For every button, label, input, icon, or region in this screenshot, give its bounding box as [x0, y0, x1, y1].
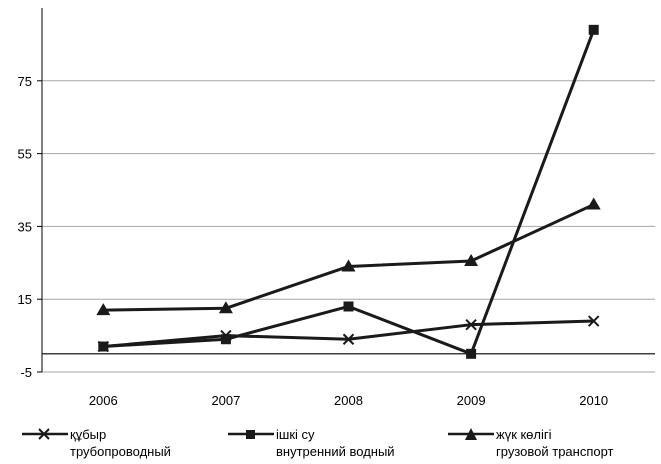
- y-tick-label: 15: [18, 292, 32, 307]
- x-marker-stroke: [587, 315, 600, 327]
- legend-label-line2: трубопроводный: [70, 444, 171, 459]
- axes: [41, 8, 655, 372]
- legend-label-line1: ішкі су: [276, 427, 315, 442]
- series-group: [96, 24, 601, 359]
- legend-label-line1: жүк көлігі: [496, 427, 552, 442]
- series-x: [97, 315, 600, 353]
- y-tick-label: 75: [18, 74, 32, 89]
- triangle-marker-icon: [448, 428, 494, 440]
- square-marker-icon: [228, 430, 274, 439]
- data-point: [342, 333, 355, 345]
- data-point: [220, 334, 231, 345]
- legend-label-line2: грузовой транспорт: [496, 444, 614, 459]
- data-point: [588, 24, 599, 35]
- data-point: [218, 301, 233, 314]
- y-tick-label: 35: [18, 219, 32, 234]
- legend-item-inland-water: ішкі су внутренний водный: [228, 426, 395, 460]
- data-point: [586, 197, 601, 210]
- x-marker-icon: [22, 428, 68, 440]
- x-marker-stroke: [342, 333, 355, 345]
- series-triangle: [96, 197, 601, 316]
- x-marker-stroke: [465, 318, 477, 331]
- legend: құбыр трубопроводный ішкі су внутренний …: [0, 424, 661, 464]
- x-tick-label: 2006: [89, 393, 118, 408]
- y-tick-label: -5: [20, 365, 32, 380]
- x-tick-label: 2010: [579, 393, 608, 408]
- line-chart: -5 15 35 55 75 2006 2007 2008 2009 2010: [18, 8, 655, 408]
- data-point: [466, 348, 477, 359]
- data-point: [465, 318, 477, 331]
- data-point: [98, 341, 109, 352]
- data-point: [464, 253, 479, 266]
- legend-label-line1: құбыр: [70, 427, 107, 442]
- x-tick-label: 2008: [334, 393, 363, 408]
- legend-label-line2: внутренний водный: [276, 444, 395, 459]
- data-point: [96, 303, 111, 316]
- series-square: [98, 24, 599, 359]
- gridlines: [42, 80, 655, 373]
- x-tick-label: 2009: [457, 393, 486, 408]
- data-point: [341, 259, 356, 272]
- legend-item-freight: жүк көлігі грузовой транспорт: [448, 426, 614, 460]
- data-point: [587, 315, 600, 327]
- x-axis-ticks: 2006 2007 2008 2009 2010: [89, 393, 608, 408]
- legend-item-pipeline: құбыр трубопроводный: [22, 426, 171, 460]
- x-tick-label: 2007: [211, 393, 240, 408]
- y-tick-label: 55: [18, 147, 32, 162]
- data-point: [343, 301, 354, 312]
- y-axis-ticks: -5 15 35 55 75: [18, 74, 42, 380]
